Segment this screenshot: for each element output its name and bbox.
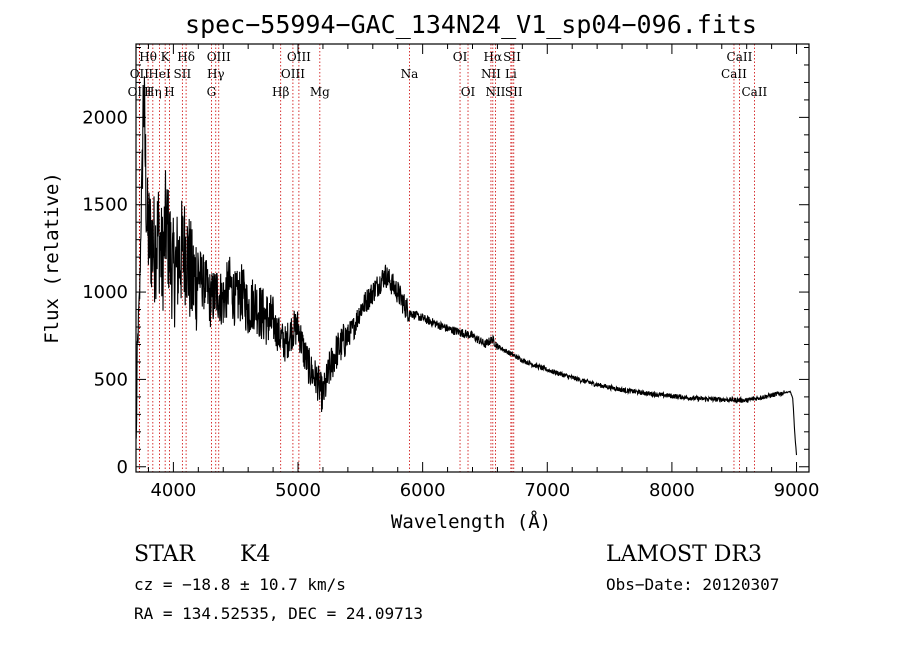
x-tick-label: 9000: [774, 480, 820, 501]
chart-title: spec−55994−GAC_134N24_V1_sp04−096.fits: [185, 10, 757, 39]
y-tick-label: 1000: [82, 282, 128, 303]
x-axis-label: Wavelength (Å): [391, 510, 551, 533]
spectral-line-label: OIII: [281, 67, 305, 81]
y-tick-label: 500: [94, 369, 128, 390]
spectral-line-label: Mg: [310, 85, 330, 99]
spectral-line-label: OIII: [128, 85, 152, 99]
spectral-line-label: SII: [505, 85, 523, 99]
spectral-line-label: Hθ: [139, 50, 157, 64]
x-tick-label: 4000: [150, 480, 196, 501]
spectral-line-label: H: [164, 85, 174, 99]
y-tick-label: 2000: [82, 107, 128, 128]
survey-label: LAMOST DR3: [606, 542, 762, 567]
plot-frame: [135, 43, 810, 473]
y-tick-label: 1500: [82, 195, 128, 216]
spectral-line-label: OIII: [207, 50, 231, 64]
axis-ticks: 4000 5000 6000 7000 8000 9000 0 500 1000 1500 2000: [82, 44, 819, 501]
spectral-line-label: CaII: [741, 85, 767, 99]
obs-date: Obs−Date: 20120307: [606, 575, 779, 594]
spectral-line-label: HeI: [148, 67, 171, 81]
spectral-line-label: OI: [453, 50, 468, 64]
spectral-line-label: NII: [485, 85, 505, 99]
coordinates: RA = 134.52535, DEC = 24.09713: [134, 604, 423, 623]
spectral-line-label: Na: [401, 67, 419, 81]
spectral-line-label: SII: [503, 50, 521, 64]
y-tick-label: 0: [117, 457, 128, 478]
object-subclass: K4: [240, 542, 270, 567]
spectral-line-label: Hδ: [177, 50, 195, 64]
spectral-line-label: SII: [174, 67, 192, 81]
x-tick-label: 6000: [400, 480, 446, 501]
spectral-line-label: NII: [481, 67, 501, 81]
spectral-line-label: Li: [505, 67, 517, 81]
x-tick-label: 5000: [275, 480, 321, 501]
redshift-info: cz = −18.8 ± 10.7 km/s: [134, 575, 346, 594]
spectral-line-label: K: [161, 50, 171, 64]
x-tick-label: 7000: [524, 480, 570, 501]
spectral-line-label: Hα: [484, 50, 503, 64]
spectral-line-label: Hβ: [272, 85, 289, 99]
spectral-line-label: CaII: [727, 50, 753, 64]
spectral-line-label: Hγ: [207, 67, 225, 81]
spectral-line-label: Hη: [144, 85, 162, 99]
spectral-line-label: CaII: [721, 67, 747, 81]
x-tick-label: 8000: [649, 480, 695, 501]
y-axis-label: Flux (relative): [41, 172, 63, 344]
object-class: STAR: [134, 542, 196, 567]
spectral-line-label: OI: [461, 85, 476, 99]
spectral-line-label: G: [207, 85, 217, 99]
spectral-line-label: OIII: [287, 50, 311, 64]
spectrum-line: [135, 76, 798, 456]
